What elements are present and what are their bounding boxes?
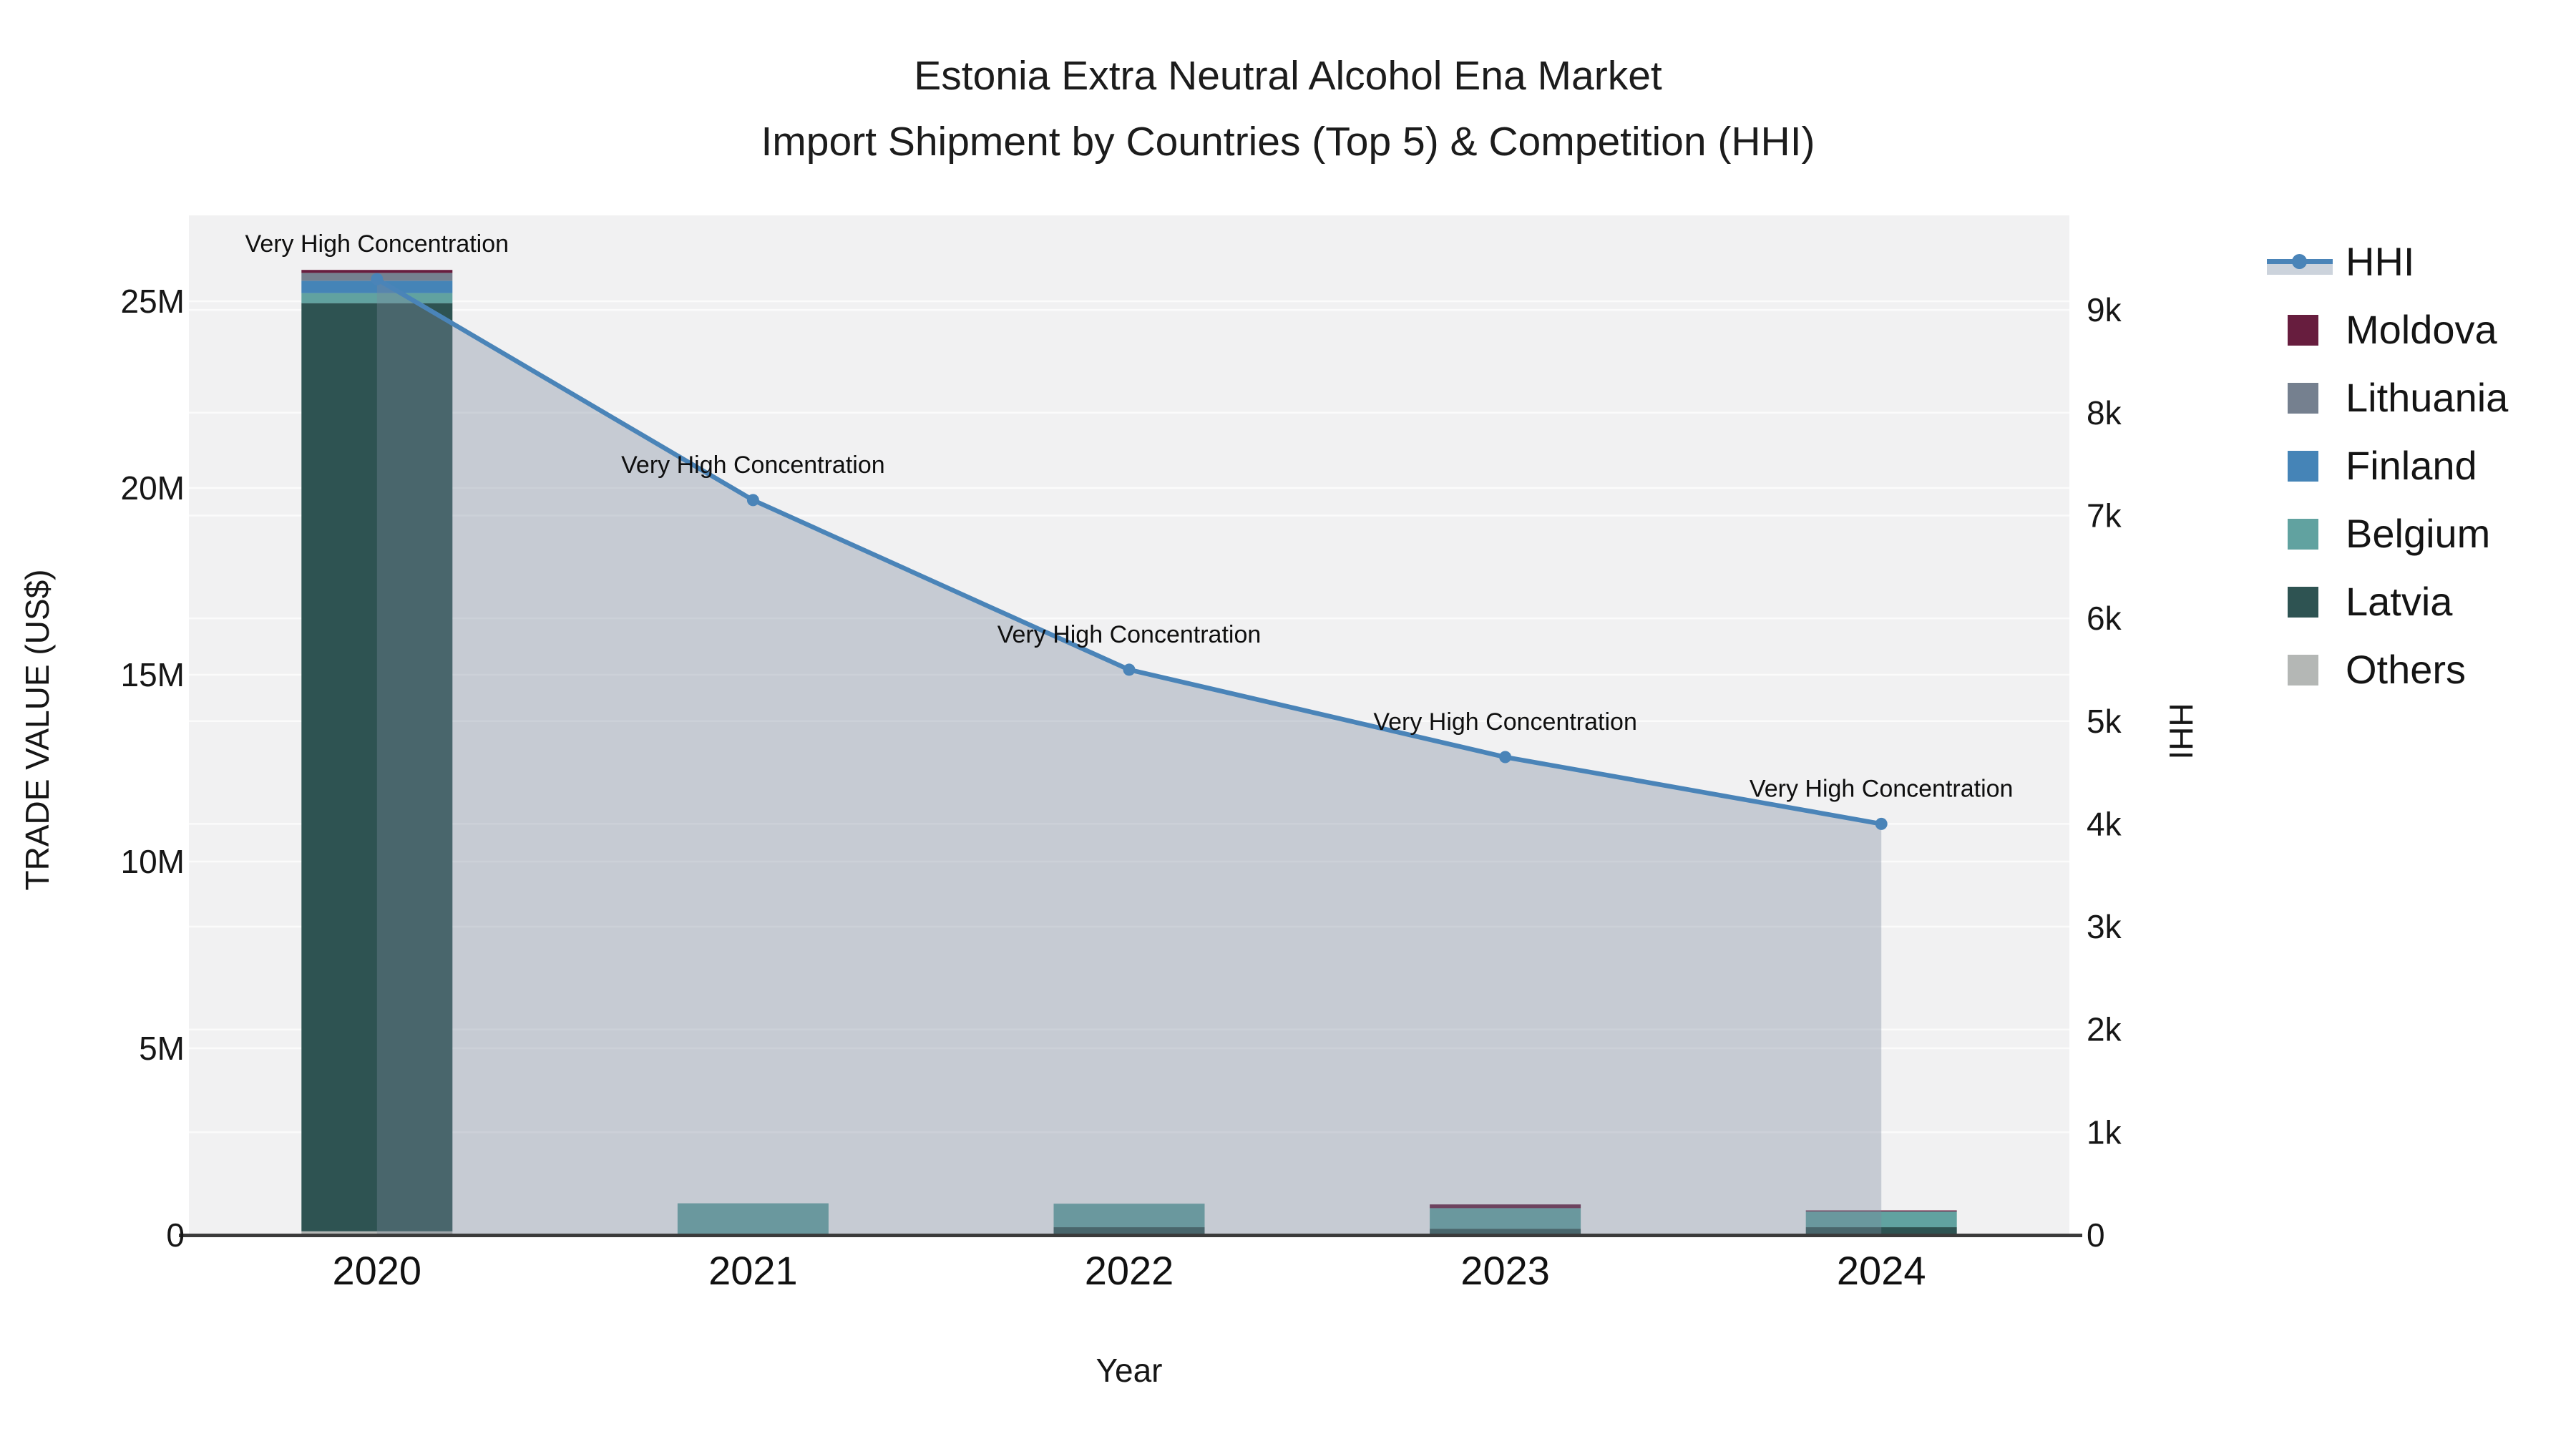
bar-segment-moldova-2023[interactable] xyxy=(1430,1204,1581,1209)
legend-label: Others xyxy=(2346,646,2467,692)
legend-item-latvia[interactable]: Latvia xyxy=(2267,567,2508,635)
hhi-area-fill xyxy=(376,279,1882,1235)
bar-segment-latvia-2022[interactable] xyxy=(1053,1227,1205,1235)
legend-item-finland[interactable]: Finland xyxy=(2267,431,2508,499)
bar-segment-finland-2020[interactable] xyxy=(301,280,453,293)
legend-label: Lithuania xyxy=(2346,374,2509,420)
bar-segment-belgium-2021[interactable] xyxy=(677,1203,829,1235)
annotation-concentration-2022: Very High Concentration xyxy=(997,621,1262,648)
hhi-marker-2024[interactable] xyxy=(1875,817,1888,830)
chart-title-line2: Import Shipment by Countries (Top 5) & C… xyxy=(761,119,1815,165)
y-axis-title-right: HHI xyxy=(2162,703,2200,760)
annotation-concentration-2024: Very High Concentration xyxy=(1750,775,2014,802)
x-tick-label-2021: 2021 xyxy=(708,1248,798,1293)
color-swatch-icon xyxy=(2267,518,2333,550)
color-swatch-icon xyxy=(2267,586,2333,618)
bar-segment-latvia-2020[interactable] xyxy=(301,303,453,1231)
legend-label: HHI xyxy=(2346,238,2415,284)
x-tick-label-2024: 2024 xyxy=(1837,1248,1926,1293)
annotation-concentration-2020: Very High Concentration xyxy=(245,230,509,258)
legend-label: Finland xyxy=(2346,442,2477,488)
legend-label: Moldova xyxy=(2346,306,2497,352)
left-tick-label: 25M xyxy=(121,283,185,320)
x-axis-line xyxy=(179,1234,2082,1237)
color-swatch-icon xyxy=(2267,314,2333,346)
bar-segment-latvia-2023[interactable] xyxy=(1430,1229,1581,1235)
y-axis-title-left: TRADE VALUE (US$) xyxy=(19,569,56,891)
annotation-concentration-2023: Very High Concentration xyxy=(1373,708,1637,736)
right-tick-label: 1k xyxy=(2087,1113,2122,1151)
plot-background xyxy=(189,215,2069,1235)
right-tick-label: 8k xyxy=(2087,394,2122,431)
hhi-line-icon xyxy=(2267,246,2333,278)
hhi-marker-2020[interactable] xyxy=(371,273,384,286)
hhi-marker-2021[interactable] xyxy=(746,494,759,507)
chart-title-line1: Estonia Extra Neutral Alcohol Ena Market xyxy=(914,53,1662,99)
bar-segment-moldova-2020[interactable] xyxy=(301,270,453,273)
legend-item-lithuania[interactable]: Lithuania xyxy=(2267,364,2508,431)
hhi-marker-2023[interactable] xyxy=(1499,751,1512,763)
right-tick-label: 2k xyxy=(2087,1011,2122,1048)
left-tick-label: 10M xyxy=(121,843,185,880)
x-axis-title: Year xyxy=(1096,1352,1163,1389)
color-swatch-icon xyxy=(2267,654,2333,686)
x-tick-label-2022: 2022 xyxy=(1085,1248,1174,1293)
left-tick-label: 0 xyxy=(166,1216,185,1254)
right-tick-label: 4k xyxy=(2087,805,2122,842)
right-tick-label: 5k xyxy=(2087,703,2122,740)
right-tick-label: 3k xyxy=(2087,908,2122,945)
bar-segment-latvia-2024[interactable] xyxy=(1805,1227,1957,1234)
color-swatch-icon xyxy=(2267,382,2333,414)
right-tick-label: 7k xyxy=(2087,497,2122,534)
legend: HHI Moldova Lithuania Finland Belgium Latvia O… xyxy=(2267,228,2508,703)
legend-item-moldova[interactable]: Moldova xyxy=(2267,296,2508,364)
bar-segment-moldova-2024[interactable] xyxy=(1805,1210,1957,1212)
annotation-concentration-2021: Very High Concentration xyxy=(621,452,885,479)
color-swatch-icon xyxy=(2267,450,2333,482)
bar-segment-others-2020[interactable] xyxy=(301,1231,453,1235)
bar-segment-belgium-2023[interactable] xyxy=(1430,1208,1581,1229)
legend-item-belgium[interactable]: Belgium xyxy=(2267,499,2508,567)
legend-label: Belgium xyxy=(2346,510,2491,556)
right-tick-label: 9k xyxy=(2087,291,2122,328)
right-tick-label: 6k xyxy=(2087,600,2122,637)
left-tick-label: 20M xyxy=(121,469,185,507)
legend-item-others[interactable]: Others xyxy=(2267,635,2508,703)
bar-segment-belgium-2022[interactable] xyxy=(1053,1204,1205,1228)
legend-label: Latvia xyxy=(2346,578,2453,624)
left-tick-label: 15M xyxy=(121,656,185,693)
right-tick-label: 0 xyxy=(2087,1216,2105,1254)
legend-item-hhi[interactable]: HHI xyxy=(2267,228,2508,296)
left-tick-label: 5M xyxy=(139,1030,185,1067)
x-tick-label-2023: 2023 xyxy=(1460,1248,1550,1293)
hhi-marker-2022[interactable] xyxy=(1123,663,1136,676)
x-tick-label-2020: 2020 xyxy=(333,1248,422,1293)
bar-segment-belgium-2024[interactable] xyxy=(1805,1211,1957,1228)
